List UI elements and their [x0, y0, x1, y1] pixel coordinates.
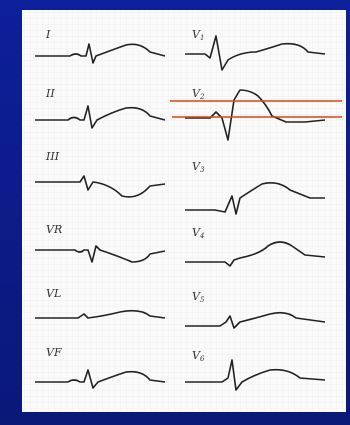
lead-label: I [45, 28, 51, 41]
ecg-grid [22, 10, 346, 412]
page: {"limb_leads": ["I", "II", "III", "VR", … [0, 0, 350, 425]
lead-label: II [45, 87, 55, 100]
lead-subscript: 6 [200, 355, 205, 363]
lead-subscript: 1 [200, 34, 204, 42]
lead-subscript: 5 [200, 296, 205, 304]
lead-label: III [45, 150, 60, 163]
lead-subscript: 2 [199, 93, 205, 101]
lead-label: VF [46, 346, 62, 359]
lead-subscript: 4 [199, 232, 204, 240]
slide: IIIIIIVRVLVFV1V2V3V4V5V6 [0, 0, 350, 425]
lead-label: VR [46, 223, 62, 236]
lead-subscript: 3 [200, 166, 205, 174]
lead-label: VL [46, 287, 61, 300]
